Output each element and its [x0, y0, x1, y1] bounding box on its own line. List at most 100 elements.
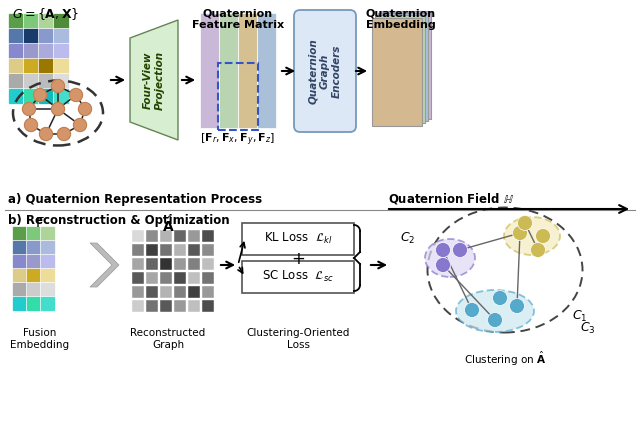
FancyBboxPatch shape — [13, 255, 28, 270]
FancyBboxPatch shape — [54, 14, 70, 30]
Circle shape — [509, 298, 525, 313]
Text: Four-View
Projection: Four-View Projection — [143, 51, 165, 110]
Polygon shape — [130, 20, 178, 140]
FancyBboxPatch shape — [8, 74, 24, 89]
Text: b) Reconstruction & Optimization: b) Reconstruction & Optimization — [8, 214, 230, 227]
Bar — [174, 230, 186, 242]
Bar — [146, 258, 158, 270]
Text: Quaternion Field $\mathbb{H}$: Quaternion Field $\mathbb{H}$ — [388, 191, 514, 206]
Bar — [218, 63, 258, 130]
Text: $C_2$: $C_2$ — [400, 230, 415, 246]
FancyBboxPatch shape — [8, 29, 24, 45]
FancyBboxPatch shape — [26, 297, 42, 312]
Text: Quaternion
Embedding: Quaternion Embedding — [366, 8, 436, 30]
FancyBboxPatch shape — [38, 89, 54, 104]
Text: Fusion
Embedding: Fusion Embedding — [10, 328, 70, 350]
FancyBboxPatch shape — [8, 14, 24, 30]
Text: $C_3$: $C_3$ — [580, 321, 596, 336]
Bar — [202, 286, 214, 298]
FancyBboxPatch shape — [8, 44, 24, 59]
FancyBboxPatch shape — [24, 44, 40, 59]
Bar — [160, 258, 172, 270]
Bar — [188, 258, 200, 270]
FancyBboxPatch shape — [24, 29, 40, 45]
Bar — [238, 13, 257, 128]
Bar — [202, 244, 214, 256]
FancyBboxPatch shape — [294, 10, 356, 132]
Bar — [160, 244, 172, 256]
Circle shape — [513, 226, 527, 241]
Ellipse shape — [425, 239, 475, 277]
Text: Quaternion
Graph
Encoders: Quaternion Graph Encoders — [308, 38, 342, 104]
Bar — [202, 230, 214, 242]
Bar — [188, 272, 200, 284]
FancyBboxPatch shape — [24, 89, 40, 104]
Text: a) Quaternion Representation Process: a) Quaternion Representation Process — [8, 193, 262, 206]
Bar — [160, 300, 172, 312]
Text: $\Gamma$: $\Gamma$ — [35, 216, 45, 230]
Text: Clustering on $\hat{\mathbf{A}}$: Clustering on $\hat{\mathbf{A}}$ — [464, 350, 546, 369]
Bar — [160, 286, 172, 298]
Bar — [202, 272, 214, 284]
Bar — [146, 230, 158, 242]
FancyBboxPatch shape — [13, 297, 28, 312]
Bar — [132, 258, 144, 270]
FancyBboxPatch shape — [13, 241, 28, 256]
Bar — [202, 300, 214, 312]
Circle shape — [74, 119, 86, 131]
FancyBboxPatch shape — [26, 268, 42, 283]
FancyBboxPatch shape — [40, 255, 56, 270]
Ellipse shape — [504, 217, 560, 255]
FancyBboxPatch shape — [54, 29, 70, 45]
Bar — [200, 13, 219, 128]
Bar — [188, 230, 200, 242]
FancyBboxPatch shape — [378, 13, 428, 121]
Circle shape — [435, 258, 451, 273]
Bar — [146, 272, 158, 284]
FancyBboxPatch shape — [13, 268, 28, 283]
Bar — [188, 300, 200, 312]
FancyBboxPatch shape — [24, 14, 40, 30]
FancyBboxPatch shape — [242, 223, 354, 255]
FancyBboxPatch shape — [13, 282, 28, 297]
FancyBboxPatch shape — [54, 74, 70, 89]
Bar — [132, 272, 144, 284]
Circle shape — [79, 102, 92, 116]
Bar — [160, 272, 172, 284]
FancyBboxPatch shape — [40, 226, 56, 241]
FancyBboxPatch shape — [38, 14, 54, 30]
Bar — [160, 230, 172, 242]
FancyBboxPatch shape — [40, 241, 56, 256]
Bar — [146, 286, 158, 298]
Bar — [132, 244, 144, 256]
Bar — [174, 244, 186, 256]
FancyBboxPatch shape — [26, 241, 42, 256]
Circle shape — [435, 243, 451, 258]
FancyBboxPatch shape — [38, 74, 54, 89]
Circle shape — [452, 243, 467, 258]
Text: SC Loss  $\mathcal{L}_{sc}$: SC Loss $\mathcal{L}_{sc}$ — [262, 268, 334, 284]
Bar — [257, 13, 276, 128]
Bar — [219, 13, 238, 128]
Text: Quaternion
Feature Matrix: Quaternion Feature Matrix — [192, 8, 284, 30]
Polygon shape — [90, 243, 119, 287]
Circle shape — [488, 312, 502, 327]
Text: $+$: $+$ — [291, 250, 305, 268]
FancyBboxPatch shape — [375, 15, 425, 123]
Text: Reconstructed
Graph: Reconstructed Graph — [131, 328, 205, 350]
Circle shape — [40, 128, 52, 140]
FancyBboxPatch shape — [8, 59, 24, 74]
FancyBboxPatch shape — [13, 226, 28, 241]
Bar — [188, 286, 200, 298]
Bar — [132, 286, 144, 298]
Circle shape — [51, 80, 65, 92]
Text: KL Loss  $\mathcal{L}_{kl}$: KL Loss $\mathcal{L}_{kl}$ — [264, 230, 332, 246]
Circle shape — [531, 243, 545, 258]
Circle shape — [465, 303, 479, 318]
FancyBboxPatch shape — [8, 89, 24, 104]
Bar — [174, 258, 186, 270]
Ellipse shape — [456, 290, 534, 332]
FancyBboxPatch shape — [242, 261, 354, 293]
Circle shape — [24, 119, 38, 131]
FancyBboxPatch shape — [26, 282, 42, 297]
